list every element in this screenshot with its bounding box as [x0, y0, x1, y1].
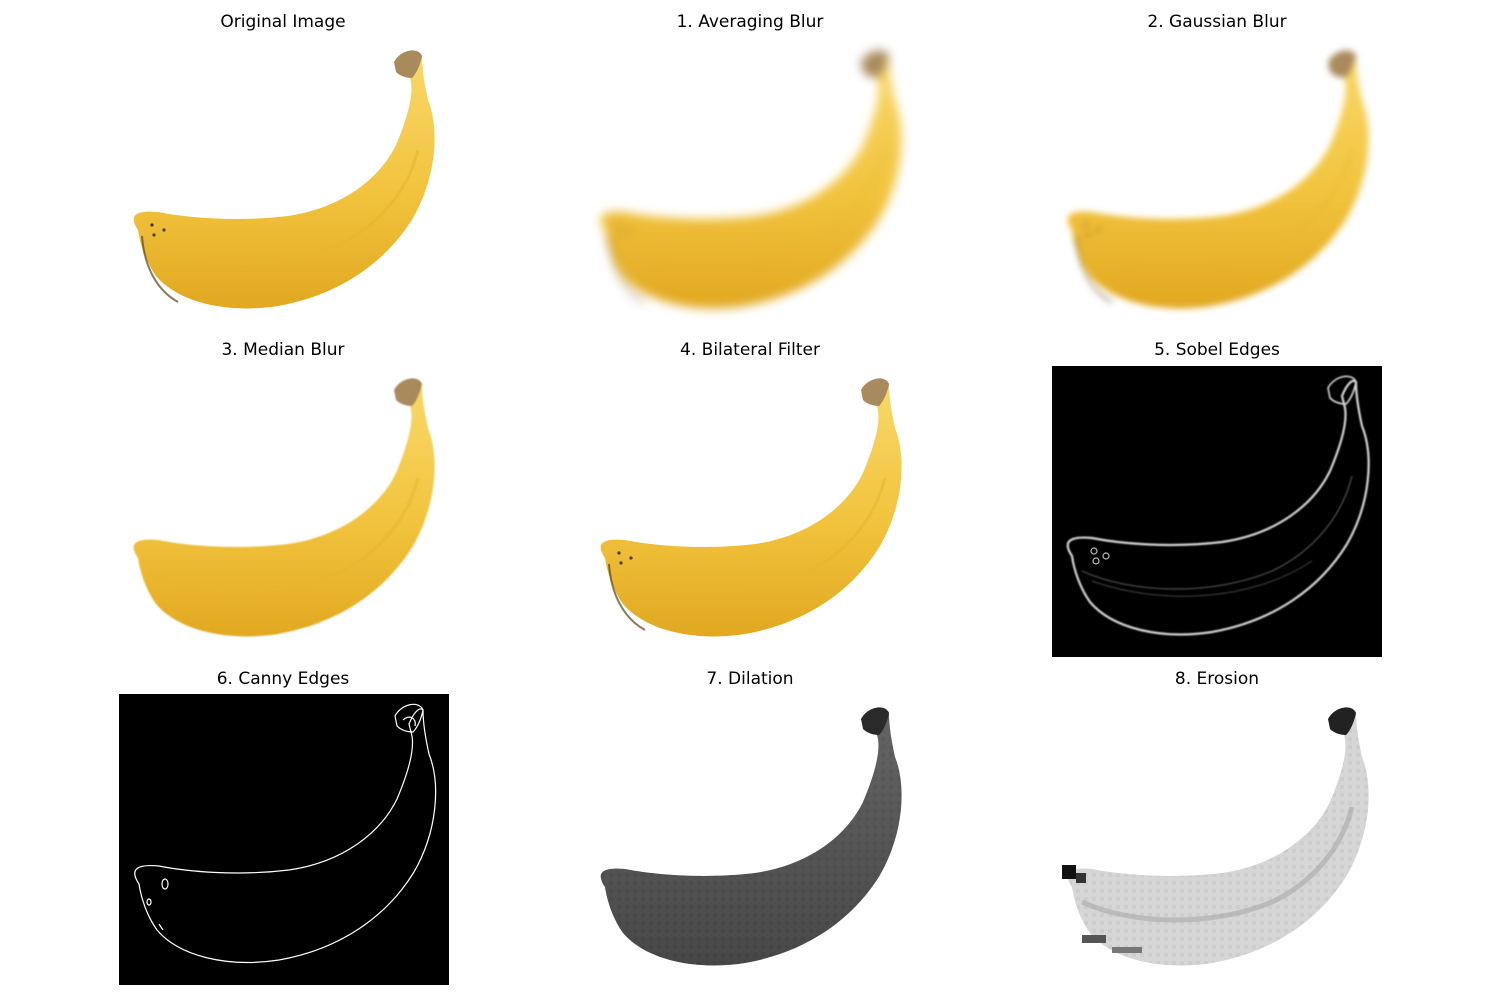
image-averaging-blur	[585, 40, 915, 331]
panel-title-dilation: 7. Dilation	[706, 669, 794, 689]
panel-title-original: Original Image	[220, 12, 346, 32]
image-bilateral-filter	[585, 368, 915, 659]
panel-title-canny-edges: 6. Canny Edges	[216, 669, 350, 689]
panel-title-gaussian-blur: 2. Gaussian Blur	[1147, 12, 1287, 32]
image-erosion	[1052, 697, 1382, 988]
image-dilation	[585, 697, 915, 988]
image-canny-edges	[119, 694, 449, 985]
panel-title-averaging-blur: 1. Averaging Blur	[676, 12, 824, 32]
panel-title-erosion: 8. Erosion	[1174, 669, 1260, 689]
panel-title-median-blur: 3. Median Blur	[221, 340, 345, 360]
panel-title-bilateral-filter: 4. Bilateral Filter	[680, 340, 820, 360]
panel-title-sobel-edges: 5. Sobel Edges	[1154, 340, 1280, 360]
image-original	[118, 40, 448, 331]
image-median-blur	[118, 368, 448, 659]
image-gaussian-blur	[1052, 40, 1382, 331]
image-sobel-edges	[1052, 366, 1382, 657]
